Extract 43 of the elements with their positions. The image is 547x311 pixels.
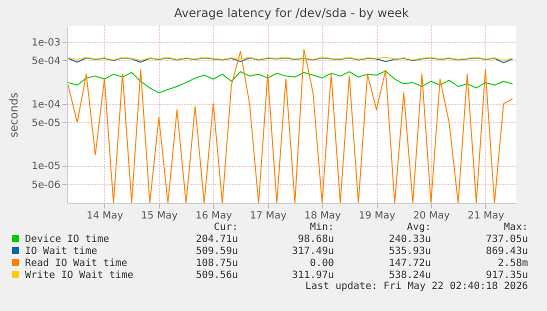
y-tick-label: 1e-04 xyxy=(32,99,60,110)
text: Avg: xyxy=(406,222,431,233)
text: 317.49u xyxy=(290,246,334,257)
text: 509.59u xyxy=(194,246,238,257)
text: Last update: Fri May 22 02:40:18 2026 xyxy=(305,281,528,292)
text: 509.56u xyxy=(194,270,238,281)
y-tick-label: 5e-06 xyxy=(32,180,60,191)
chart-title: Average latency for /dev/sda - by week xyxy=(174,6,409,20)
y-tick-label: 1e-05 xyxy=(32,161,60,172)
legend-label: Read IO Wait time xyxy=(24,258,128,269)
y-tick-label: 5e-04 xyxy=(32,56,60,67)
x-tick-label: 18 May xyxy=(304,210,341,222)
y-axis-title: seconds xyxy=(8,92,21,138)
text: 917.35u xyxy=(484,270,528,281)
x-tick-label: 19 May xyxy=(358,210,396,222)
text: 737.05u xyxy=(484,234,528,245)
text: 204.71u xyxy=(194,234,238,245)
text: 535.93u xyxy=(388,246,431,257)
text: 0.00 xyxy=(308,258,334,269)
text: 311.97u xyxy=(290,270,334,281)
x-tick-label: 17 May xyxy=(250,210,287,222)
y-tick-label: 1e-03 xyxy=(32,37,60,48)
text: Max: xyxy=(502,222,528,233)
x-tick-label: 20 May xyxy=(413,210,450,222)
text: 538.24u xyxy=(388,270,431,281)
text: 147.72u xyxy=(388,258,431,269)
legend-label: Device IO time xyxy=(24,234,110,245)
x-tick-label: 21 May xyxy=(468,210,504,222)
y-tick-label: 5e-05 xyxy=(32,118,60,129)
x-tick-label: 14 May xyxy=(86,210,124,222)
line-series xyxy=(68,70,514,94)
text: 98.68u xyxy=(296,234,334,245)
x-tick-label: 15 May xyxy=(141,210,178,222)
line-series xyxy=(68,49,514,203)
legend-label: Write IO Wait time xyxy=(24,270,134,281)
legend-label: IO Wait time xyxy=(24,246,98,257)
x-tick-label: 16 May xyxy=(195,210,232,222)
text: 108.75u xyxy=(194,258,238,269)
text: 240.33u xyxy=(388,234,431,245)
text: Min: xyxy=(308,222,334,233)
text: 869.43u xyxy=(484,246,528,257)
text: Cur: xyxy=(212,222,238,233)
text: 2.58m xyxy=(496,258,528,269)
